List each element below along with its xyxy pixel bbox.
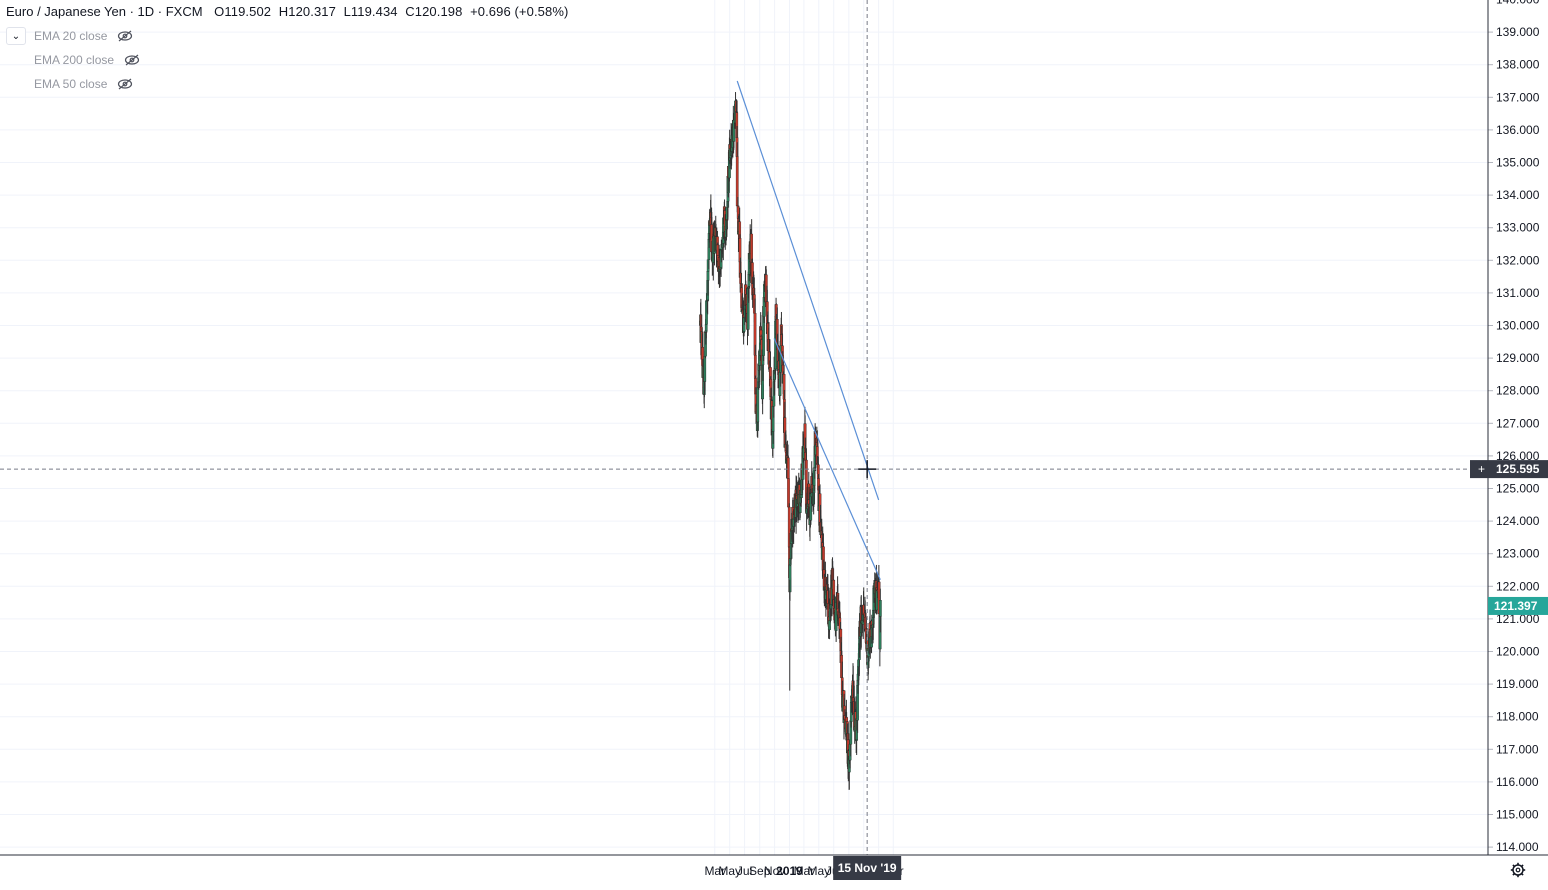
plus-icon[interactable]: +	[1478, 462, 1485, 476]
ohlc-open: O119.502	[214, 4, 272, 19]
crosshair-date-box	[833, 856, 902, 880]
eye-hidden-icon[interactable]	[117, 30, 133, 42]
gear-icon[interactable]	[1510, 862, 1526, 878]
y-tick-label: 121.000	[1496, 612, 1540, 626]
candle-body	[716, 244, 720, 256]
candle-body	[878, 600, 882, 617]
indicator-ema50[interactable]: EMA 50 close	[34, 77, 133, 91]
eye-hidden-icon[interactable]	[124, 54, 140, 66]
y-tick-label: 138.000	[1496, 58, 1540, 72]
x-tick-label: Jul	[737, 864, 752, 878]
candle-body	[706, 271, 710, 281]
y-tick-label: 116.000	[1496, 775, 1539, 789]
candle-body	[704, 324, 708, 331]
y-tick-label: 124.000	[1496, 514, 1540, 528]
y-tick-label: 135.000	[1496, 156, 1540, 170]
y-tick-label: 140.000	[1496, 0, 1540, 7]
y-tick-label: 117.000	[1496, 742, 1539, 756]
indicator-label: EMA 50 close	[34, 77, 108, 91]
y-tick-label: 126.000	[1496, 449, 1540, 463]
x-tick-label: 2019	[776, 864, 803, 878]
y-tick-label: 114.000	[1496, 840, 1539, 854]
y-tick-label: 137.000	[1496, 90, 1540, 104]
ohlc-close: C120.198	[405, 4, 463, 19]
eye-hidden-icon[interactable]	[117, 78, 133, 90]
x-tick-label: Sep	[749, 864, 771, 878]
last-price-box	[1488, 596, 1548, 615]
trendline[interactable]	[736, 80, 880, 501]
ohlc-change: +0.696 (+0.58%)	[470, 4, 569, 19]
ohlc-high: H120.317	[278, 4, 336, 19]
chart-legend: Euro / Japanese Yen · 1D · FXCM O119.502…	[6, 4, 568, 19]
y-tick-label: 136.000	[1496, 123, 1540, 137]
collapse-indicators-button[interactable]: ⌄	[6, 27, 26, 45]
y-tick-label: 115.000	[1496, 808, 1539, 822]
y-tick-label: 119.000	[1496, 677, 1539, 691]
indicator-label: EMA 20 close	[34, 29, 108, 43]
y-tick-label: 132.000	[1496, 253, 1540, 267]
crosshair-price-box	[1470, 460, 1548, 479]
x-tick-label: Mar	[794, 864, 815, 878]
y-tick-label: 131.000	[1496, 286, 1540, 300]
x-tick-label: Mar	[704, 864, 725, 878]
chevron-down-icon: ⌄	[11, 30, 21, 42]
crosshair-date-label: 15 Nov '19	[838, 861, 897, 875]
y-tick-label: 125.000	[1496, 482, 1540, 496]
x-tick-label: May	[718, 864, 741, 878]
last-price-label: 121.397	[1494, 599, 1538, 613]
candle-body	[753, 355, 757, 379]
ohlc-low: L119.434	[343, 4, 398, 19]
candle-body	[756, 387, 760, 423]
indicator-label: EMA 200 close	[34, 53, 115, 67]
y-tick-label: 122.000	[1496, 579, 1540, 593]
x-tick-label: Nov	[764, 864, 785, 878]
y-tick-label: 127.000	[1496, 416, 1540, 430]
y-tick-label: 130.000	[1496, 319, 1540, 333]
candle-body	[703, 356, 707, 382]
trendline[interactable]	[773, 338, 881, 581]
candle-body	[786, 457, 790, 479]
indicator-ema20[interactable]: EMA 20 close	[34, 29, 133, 43]
y-tick-label: 128.000	[1496, 384, 1540, 398]
candle-body	[845, 717, 848, 722]
y-tick-label: 129.000	[1496, 351, 1540, 365]
y-tick-label: 118.000	[1496, 710, 1539, 724]
y-tick-label: 139.000	[1496, 25, 1540, 39]
y-tick-label: 123.000	[1496, 547, 1540, 561]
crosshair-price-label: 125.595	[1496, 462, 1540, 476]
symbol-title: Euro / Japanese Yen · 1D · FXCM	[6, 4, 203, 19]
y-tick-label: 133.000	[1496, 221, 1540, 235]
indicator-ema200[interactable]: EMA 200 close	[34, 53, 140, 67]
x-tick-label: May	[807, 864, 830, 878]
y-tick-label: 134.000	[1496, 188, 1540, 202]
candle-body	[787, 478, 790, 508]
y-tick-label: 120.000	[1496, 645, 1540, 659]
